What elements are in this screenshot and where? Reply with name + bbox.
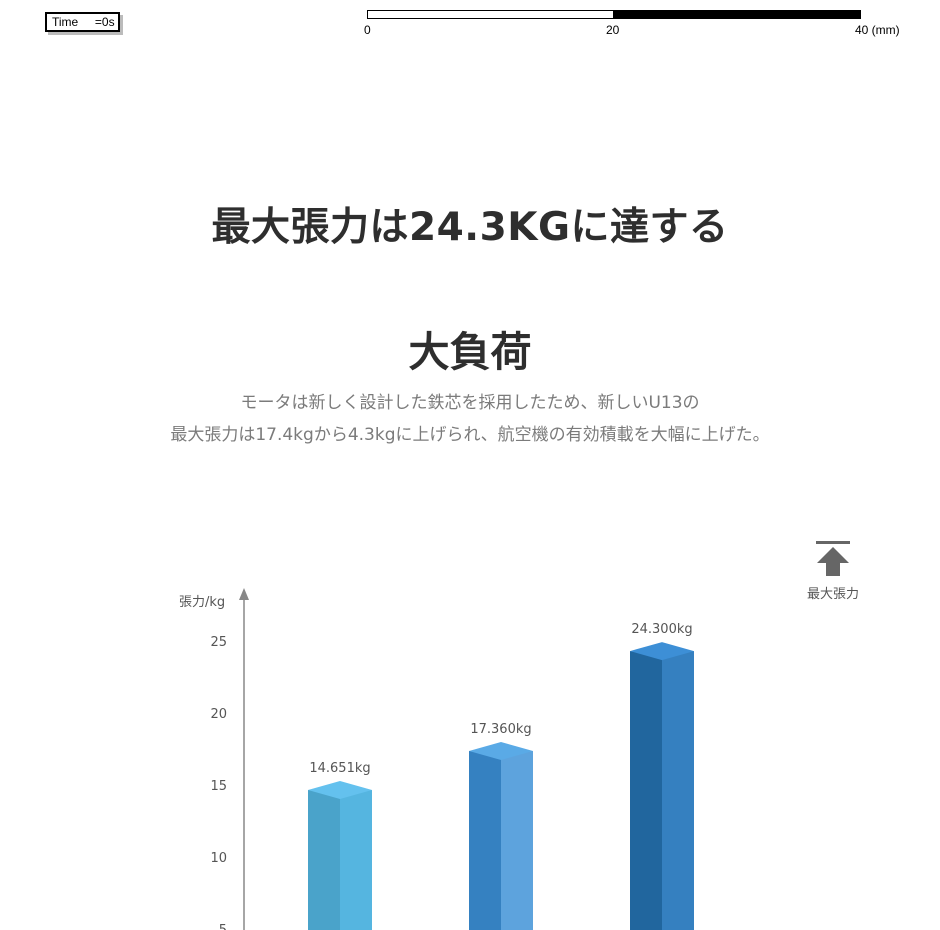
bar-3-top-face: [630, 642, 694, 661]
bar-2-side-face: [501, 751, 533, 930]
bar-3-value-label: 24.300kg: [631, 622, 692, 637]
y-tick-label: 5: [219, 923, 227, 930]
description-line-2: 最大張力は17.4kgから4.3kgに上げられ、航空機の有効積載を大幅に上げた。: [170, 425, 770, 445]
scale-tick-20: 20: [606, 23, 620, 37]
y-tick-label: 10: [210, 851, 227, 866]
y-tick-label: 25: [210, 635, 227, 650]
bar-1-top-face: [308, 781, 372, 800]
bar-1-value-label: 14.651kg: [309, 761, 370, 776]
bar-1-side-face: [340, 790, 372, 930]
y-axis-arrow: [239, 588, 249, 600]
scale-tick-40: 40 (mm): [855, 23, 900, 37]
bar-1-front-face: [308, 790, 340, 930]
bar-2-value-label: 17.360kg: [470, 722, 531, 737]
bar-3-front-face: [630, 651, 662, 930]
bar-3-side-face: [662, 651, 694, 930]
time-readout: Time =0s: [45, 12, 120, 32]
description-line-1: モータは新しく設計した鉄芯を採用したため、新しいU13の: [240, 393, 700, 413]
legend-label: 最大張力: [806, 587, 859, 602]
scale-bar: 0 20 40 (mm): [364, 10, 900, 40]
y-tick-label: 15: [210, 779, 227, 794]
scale-tick-0: 0: [364, 23, 371, 37]
section-title: 大負荷: [408, 328, 532, 376]
legend-max-tension: 最大張力: [800, 541, 866, 602]
upload-arrow-icon: [816, 541, 850, 576]
page-headline: 最大張力は24.3KGに達する: [211, 205, 729, 250]
y-axis-label: 張力/kg: [179, 595, 225, 610]
y-tick-label: 20: [210, 707, 227, 722]
scale-bar-black-segment: [613, 10, 861, 19]
bar-2-front-face: [469, 751, 501, 930]
bar-2-top-face: [469, 742, 533, 761]
